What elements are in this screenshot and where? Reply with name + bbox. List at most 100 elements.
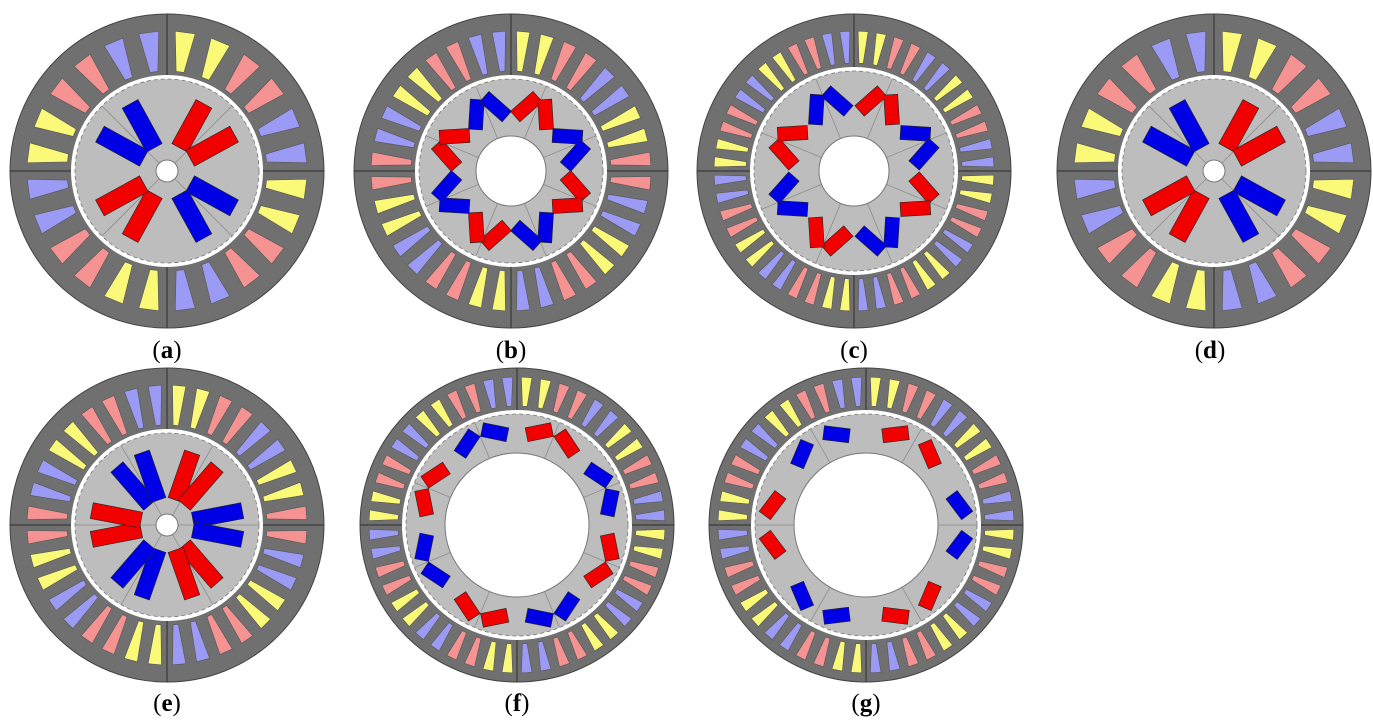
stator-slot-coil: [262, 481, 305, 503]
stator-slot-coil: [49, 77, 91, 114]
stator-slot-coil: [632, 545, 664, 560]
permanent-magnet: [551, 128, 584, 145]
stator-slot-coil: [942, 409, 968, 438]
rotor-segment-line: [886, 184, 947, 210]
stator-slot-coil: [537, 640, 552, 672]
stator-slot-coil: [29, 481, 72, 503]
permanent-magnet: [1168, 189, 1210, 243]
stator-slot-coil: [580, 622, 605, 652]
rotor-segment-line: [101, 105, 160, 164]
permanent-magnet: [453, 428, 481, 459]
stator-slot-coil: [374, 472, 406, 490]
stator-slot-coil: [415, 409, 441, 438]
stator-slot-coil: [224, 247, 261, 289]
stator-slot-coil: [552, 636, 570, 668]
stator-slot-coil: [955, 203, 989, 222]
stator-slot-coil: [37, 564, 78, 591]
stator-slot-coil: [590, 84, 630, 117]
stator-slot-coil: [942, 612, 968, 641]
stator-slot-coil: [550, 41, 577, 82]
stator-slot-coil: [600, 105, 641, 132]
permanent-magnet: [89, 502, 143, 529]
stator-slot-coil: [971, 575, 1002, 596]
stator-slot-coil: [1248, 261, 1278, 305]
stator-slot-coil: [392, 225, 432, 258]
stator-slot-coil: [381, 454, 412, 475]
stator-slot-coil: [929, 622, 954, 652]
stator-slot-coil: [401, 423, 430, 449]
stator-slot-coil: [955, 120, 989, 139]
stator-slot-coil: [977, 560, 1009, 578]
stator-slot-coil: [390, 437, 420, 462]
stator-slot-coil: [1304, 107, 1348, 137]
stator-slot-coil: [491, 30, 506, 72]
rotor-segment-line: [901, 428, 922, 463]
stator-slot-coil: [963, 588, 993, 613]
stator-slot-coil: [886, 36, 905, 70]
stator-slot-coil: [715, 189, 749, 204]
stator-slot-coil: [713, 156, 747, 168]
rotor-segment-line: [414, 482, 451, 498]
motor-cross-section-d: [1056, 13, 1372, 329]
permanent-magnet: [420, 461, 451, 489]
stator-slot-coil: [850, 376, 862, 407]
stator-slot-coil: [730, 454, 761, 475]
stator-slot-coil: [73, 53, 110, 95]
stator-slot-coil: [795, 630, 816, 661]
permanent-magnet: [438, 128, 471, 145]
motor-cross-section-c: [696, 13, 1012, 329]
stator-slot-coil: [723, 472, 755, 490]
stator-slot-coil: [610, 176, 652, 191]
rotor-segment-line: [543, 135, 597, 158]
stator-slot-coil: [933, 74, 963, 102]
stator-slot-coil: [899, 266, 921, 300]
stator-slot-coil: [48, 579, 88, 612]
permanent-magnet: [822, 606, 851, 625]
permanent-magnet: [1168, 99, 1210, 153]
stator-slot-coil: [201, 37, 231, 81]
stator-slot-coil: [406, 66, 443, 103]
permanent-magnet: [1232, 175, 1286, 217]
permanent-magnet: [453, 591, 481, 622]
stator-slot-coil: [963, 437, 993, 462]
permanent-magnet: [468, 98, 485, 131]
stator-slot-coil: [717, 529, 748, 541]
permanent-magnet: [881, 425, 910, 444]
stator-slot-coil: [1150, 37, 1180, 81]
permanent-magnet: [185, 175, 239, 217]
stator-slot-coil: [1096, 228, 1138, 265]
rotor-segment-line: [172, 445, 214, 516]
permanent-magnet: [110, 461, 157, 511]
permanent-magnet: [438, 197, 471, 214]
stator-slot-coil: [831, 640, 846, 672]
stator-slot-coil: [33, 205, 77, 235]
shaft-hole: [475, 135, 547, 207]
stator-slot-coil: [381, 575, 412, 596]
stator-slot-coil: [614, 588, 644, 613]
stator-slot-coil: [266, 505, 308, 520]
stator-slot-coil: [977, 472, 1009, 490]
stator-slot-coil: [771, 259, 797, 291]
stator-slot-coil: [715, 138, 749, 153]
stator-slot-coil: [795, 389, 816, 420]
stator-slot-coil: [101, 395, 128, 436]
caption-d: (d): [1194, 337, 1226, 364]
permanent-magnet: [883, 93, 900, 126]
stator-slot-coil: [464, 382, 482, 414]
stator-slot-coil: [1185, 30, 1207, 73]
stator-slot-coil: [803, 36, 822, 70]
motor-panel-g: [707, 366, 1025, 684]
permanent-magnet: [1218, 189, 1260, 243]
rotor-segment-line: [475, 85, 498, 139]
rotor-segment-line: [1221, 105, 1280, 164]
stator-slot-coil: [501, 376, 513, 407]
permanent-magnet: [908, 171, 940, 205]
rotor-segment-line: [120, 534, 162, 605]
caption-e: (e): [153, 690, 181, 717]
permanent-magnet: [95, 175, 149, 217]
stator-slot-coil: [138, 30, 160, 73]
permanent-magnet: [524, 608, 554, 628]
rotor-segment-line: [1148, 178, 1207, 237]
stator-slot-coil: [73, 247, 110, 289]
stator-slot-coil: [1221, 269, 1243, 312]
